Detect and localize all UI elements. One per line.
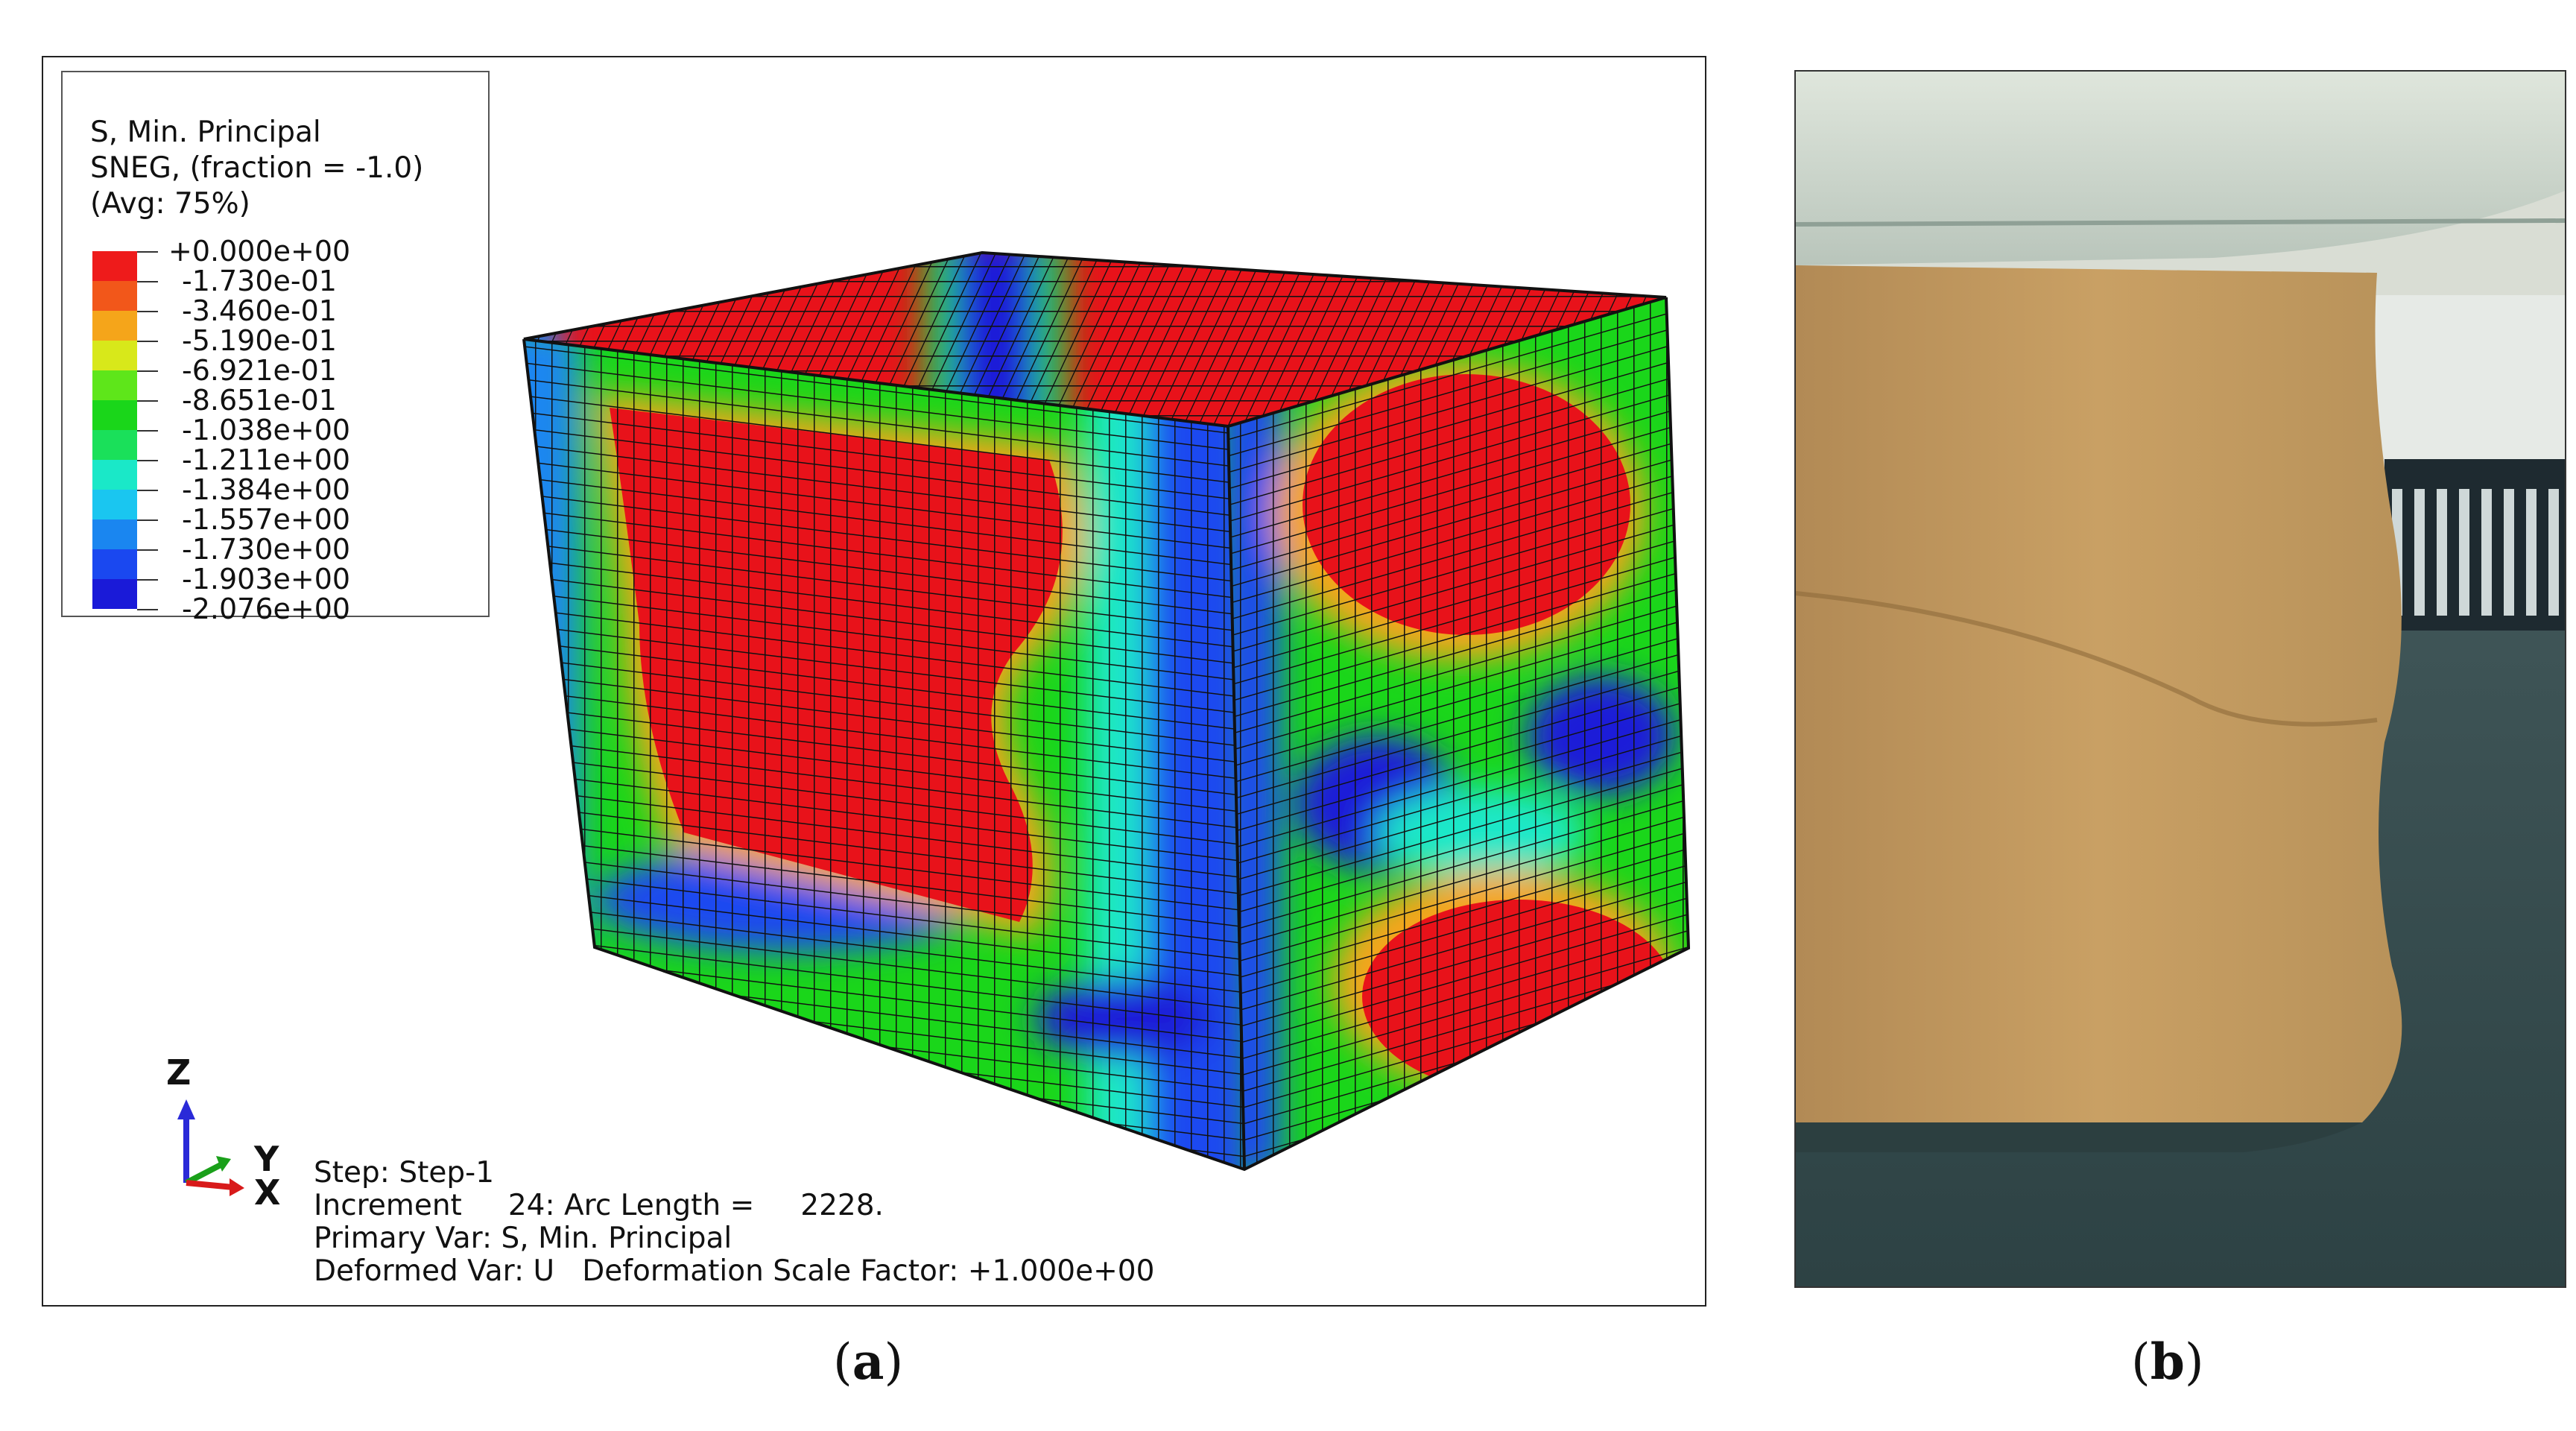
- coordinate-triad: [177, 1099, 244, 1196]
- legend-swatch: [92, 341, 137, 370]
- legend-label: -3.460e-01: [182, 294, 337, 327]
- info-step: Step: Step-1: [314, 1156, 495, 1190]
- legend-tick: [137, 460, 158, 461]
- legend-label: +0.000e+00: [168, 235, 351, 268]
- legend-label: -5.190e-01: [182, 324, 337, 357]
- compressed-box-photo: [1796, 72, 2565, 1286]
- legend-tick: [137, 281, 158, 282]
- box-right-face: [1228, 297, 1689, 1169]
- legend-swatch: [92, 311, 137, 341]
- box-front-face: [524, 339, 1244, 1169]
- legend-label: -1.211e+00: [182, 443, 351, 476]
- info-increment: Increment 24: Arc Length = 2228.: [314, 1189, 884, 1222]
- legend-swatch: [92, 490, 137, 519]
- legend-subtitle: SNEG, (fraction = -1.0): [90, 151, 424, 185]
- legend-tick: [137, 549, 158, 551]
- legend-label: -8.651e-01: [182, 384, 337, 417]
- background-rack: [2384, 459, 2565, 631]
- caption-a: (a): [833, 1333, 904, 1391]
- legend-label: -1.903e+00: [182, 563, 351, 596]
- photo-panel: [1794, 70, 2566, 1288]
- legend-tick: [137, 370, 158, 372]
- legend-tick: [137, 490, 158, 491]
- legend-tick: [137, 609, 158, 610]
- legend-label: -1.730e-01: [182, 265, 337, 297]
- legend-label: -1.557e+00: [182, 503, 351, 536]
- legend-average: (Avg: 75%): [90, 187, 250, 221]
- legend-swatch: [92, 519, 137, 549]
- legend-label: -1.730e+00: [182, 533, 351, 566]
- legend-swatch: [92, 370, 137, 400]
- legend-swatch: [92, 430, 137, 460]
- legend-tick: [137, 519, 158, 521]
- axis-z-label: Z: [166, 1052, 192, 1093]
- legend-tick: [137, 400, 158, 402]
- legend-label: -6.921e-01: [182, 354, 337, 387]
- fem-model-view: [177, 250, 1691, 1196]
- legend-swatch: [92, 281, 137, 311]
- legend-swatch: [92, 579, 137, 609]
- compression-plate: [1796, 72, 2565, 265]
- box-corner-edge: [1227, 426, 1246, 1170]
- legend-tick: [137, 430, 158, 432]
- fem-panel: S, Min. Principal SNEG, (fraction = -1.0…: [42, 56, 1706, 1307]
- info-deformed-var: Deformed Var: U Deformation Scale Factor…: [314, 1254, 1155, 1288]
- legend-title: S, Min. Principal: [90, 116, 321, 149]
- legend-swatch: [92, 400, 137, 430]
- legend-label: -1.384e+00: [182, 473, 351, 506]
- legend-label: -1.038e+00: [182, 414, 351, 446]
- legend-swatch: [92, 549, 137, 579]
- legend-label: -2.076e+00: [182, 593, 351, 625]
- info-primary-var: Primary Var: S, Min. Principal: [314, 1222, 732, 1255]
- legend-swatch: [92, 251, 137, 281]
- legend-swatch: [92, 460, 137, 490]
- axis-y-label: Y: [254, 1139, 279, 1179]
- legend-tick: [137, 579, 158, 581]
- cardboard-box: [1796, 265, 2402, 1122]
- stress-legend: S, Min. Principal SNEG, (fraction = -1.0…: [61, 71, 490, 624]
- caption-b: (b): [2131, 1333, 2204, 1391]
- axis-x-label: X: [254, 1172, 281, 1213]
- legend-tick: [137, 311, 158, 312]
- legend-tick: [137, 341, 158, 342]
- legend-tick: [137, 251, 158, 253]
